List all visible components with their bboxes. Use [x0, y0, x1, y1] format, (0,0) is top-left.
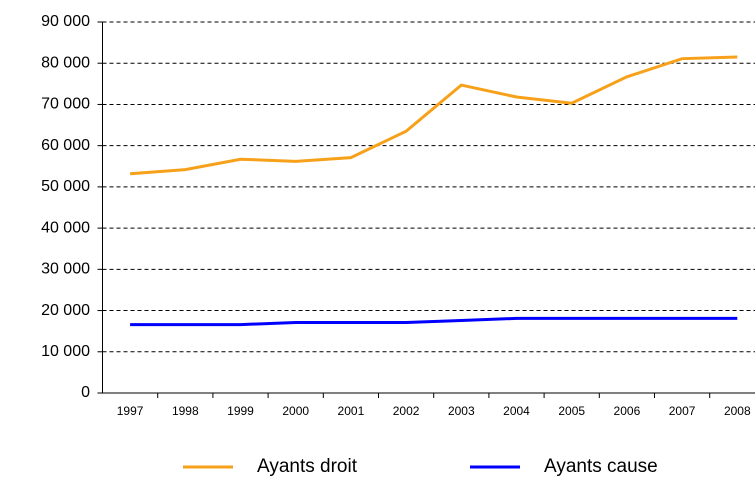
y-tick-label: 30 000 — [41, 261, 90, 278]
x-tick-label: 1999 — [227, 404, 254, 418]
x-tick-label: 2002 — [393, 404, 420, 418]
y-tick-label: 90 000 — [41, 13, 90, 30]
y-tick-label: 60 000 — [41, 137, 90, 154]
x-tick-label: 2001 — [338, 404, 365, 418]
x-tick-label: 2004 — [503, 404, 530, 418]
legend-label: Ayants cause — [544, 456, 658, 477]
x-tick-label: 2003 — [448, 404, 475, 418]
legend-label: Ayants droit — [257, 456, 358, 477]
y-tick-label: 20 000 — [41, 302, 90, 319]
series-line — [130, 316, 738, 327]
x-tick-label: 2005 — [558, 404, 585, 418]
x-tick-label: 2008 — [724, 404, 751, 418]
x-tick-label: 1997 — [117, 404, 144, 418]
x-tick-label: 2000 — [282, 404, 309, 418]
y-tick-label: 70 000 — [41, 96, 90, 113]
x-tick-label: 2006 — [614, 404, 641, 418]
y-tick-label: 10 000 — [41, 343, 90, 360]
x-tick-label: 1998 — [172, 404, 199, 418]
series-line — [129, 55, 738, 176]
y-tick-label: 40 000 — [41, 219, 90, 236]
y-tick-label: 0 — [81, 384, 90, 401]
x-tick-label: 2007 — [669, 404, 696, 418]
y-tick-label: 80 000 — [41, 54, 90, 71]
y-tick-label: 50 000 — [41, 178, 90, 195]
